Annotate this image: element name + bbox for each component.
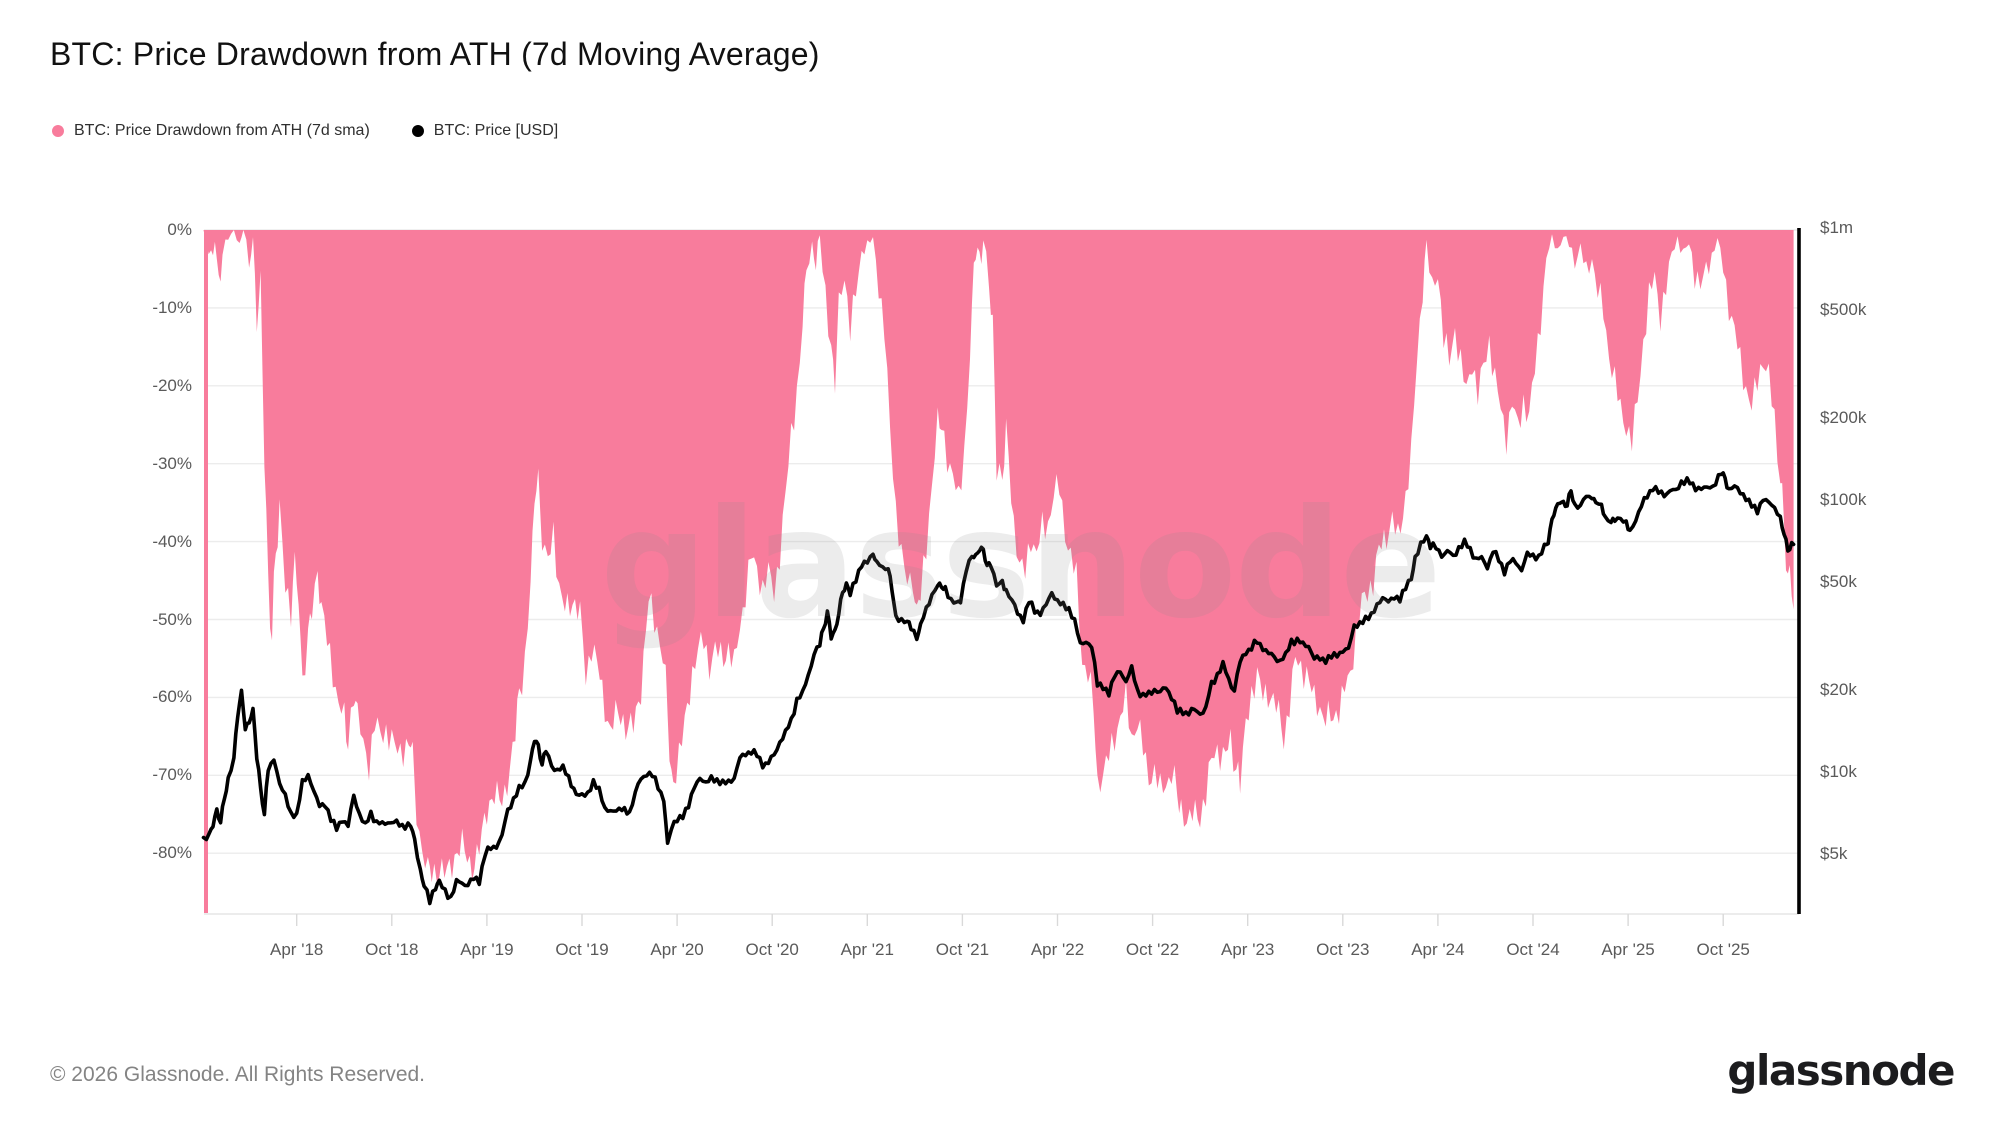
x-axis-tick-label: Oct '23: [1316, 940, 1370, 959]
left-axis-tick-label: -50%: [152, 609, 192, 629]
x-axis-tick-label: Apr '23: [1221, 940, 1275, 959]
right-axis-tick-label: $10k: [1820, 762, 1857, 781]
legend-label-drawdown: BTC: Price Drawdown from ATH (7d sma): [74, 122, 370, 139]
left-axis-tick-label: 0%: [167, 220, 192, 239]
right-axis-tick-label: $100k: [1820, 490, 1867, 509]
legend-item-price[interactable]: BTC: Price [USD]: [411, 122, 559, 140]
left-axis-tick-label: -40%: [152, 531, 192, 551]
right-axis-tick-label: $500k: [1820, 299, 1867, 319]
x-axis-tick-label: Apr '25: [1601, 940, 1655, 959]
left-axis-tick-label: -80%: [152, 843, 192, 863]
price-series-dot-icon: [411, 125, 424, 137]
legend: BTC: Price Drawdown from ATH (7d sma) BT…: [52, 122, 558, 140]
x-axis-tick-label: Apr '24: [1411, 940, 1465, 959]
x-axis-tick-label: Apr '21: [840, 940, 894, 959]
price-line-series: [201, 471, 1796, 906]
x-axis-tick-label: Oct '24: [1506, 940, 1560, 959]
drawdown-series-dot-icon: [52, 125, 64, 137]
left-axis-tick-label: -10%: [152, 297, 192, 317]
right-axis-tick-label: $5k: [1820, 843, 1848, 863]
x-axis-tick-label: Apr '18: [270, 940, 324, 959]
drawdown-area-series: [203, 230, 1794, 883]
right-axis-tick-label: $200k: [1820, 408, 1867, 428]
left-axis-tick-label: -60%: [152, 687, 192, 707]
x-axis-tick-label: Oct '20: [745, 940, 799, 959]
x-axis-tick-label: Oct '21: [935, 940, 990, 959]
left-axis-tick-label: -30%: [152, 453, 192, 473]
x-axis-tick-label: Oct '22: [1125, 940, 1180, 959]
x-axis-tick-label: Apr '20: [650, 940, 704, 959]
x-axis-tick-label: Apr '22: [1030, 940, 1085, 959]
copyright-text: © 2026 Glassnode. All Rights Reserved.: [50, 1063, 426, 1086]
right-axis-tick-label: $20k: [1820, 680, 1857, 700]
legend-label-price: BTC: Price [USD]: [433, 122, 559, 139]
right-axis-tick-label: $1m: [1820, 218, 1854, 237]
left-axis-tick-label: -20%: [152, 375, 192, 395]
x-axis-tick-label: Oct '18: [365, 940, 419, 959]
x-axis-tick-label: Oct '25: [1696, 940, 1750, 959]
x-axis-tick-label: Apr '19: [460, 940, 514, 959]
x-axis-tick-label: Oct '19: [555, 940, 609, 959]
left-axis-tick-label: -70%: [152, 765, 192, 785]
glassnode-logo: glassnode: [1727, 1046, 1955, 1095]
chart-title: BTC: Price Drawdown from ATH (7d Moving …: [50, 36, 820, 72]
legend-item-drawdown[interactable]: BTC: Price Drawdown from ATH (7d sma): [52, 122, 370, 140]
right-axis-tick-label: $50k: [1820, 571, 1857, 591]
